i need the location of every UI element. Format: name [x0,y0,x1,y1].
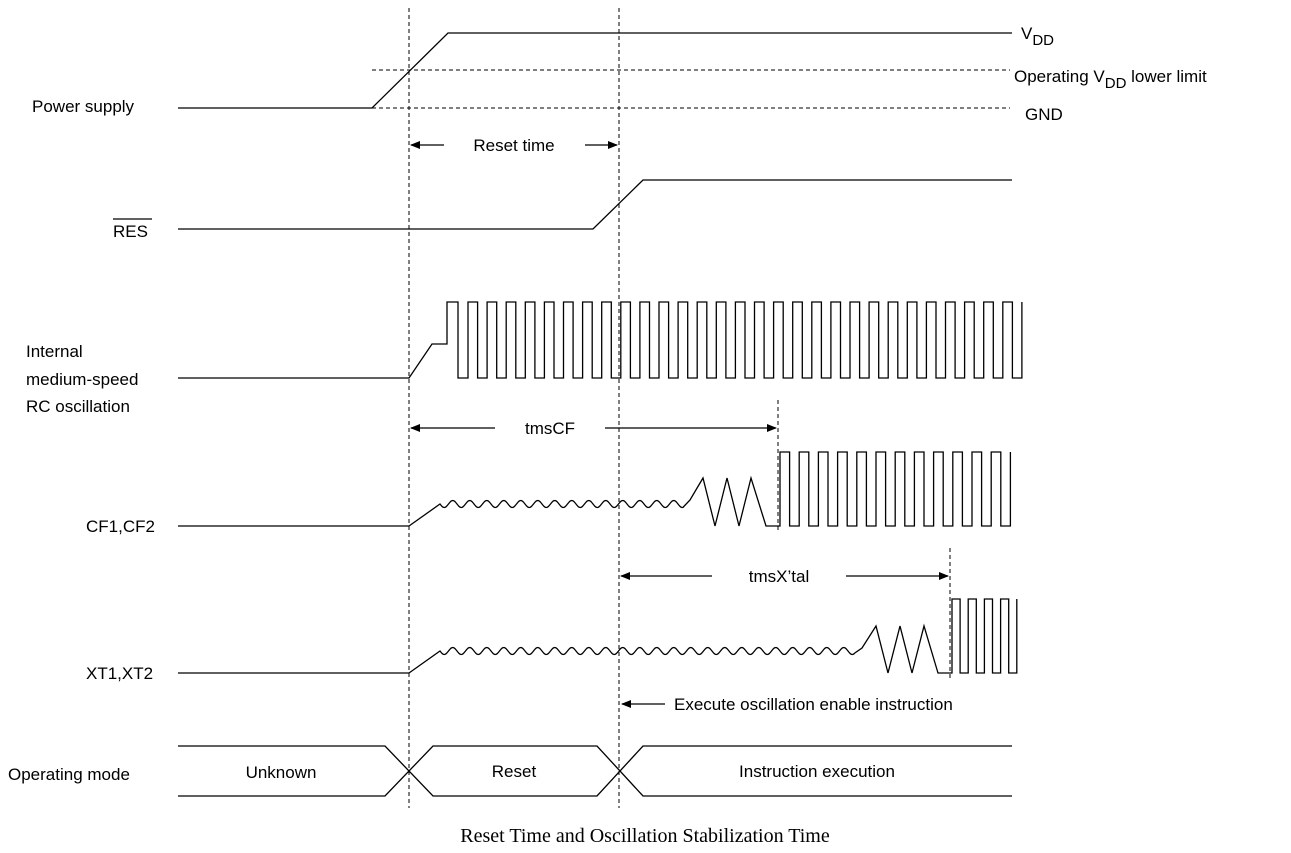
rc-oscillation-waveform [178,301,1023,379]
xt-oscillation-waveform [178,598,1018,674]
mode-unknown: Unknown [246,763,317,782]
tmscf-label: tmsCF [525,419,575,438]
res-waveform [178,179,1012,230]
figure-caption: Reset Time and Oscillation Stabilization… [460,825,830,847]
cf-oscillation-waveform [178,451,1012,527]
gnd-label: GND [1025,105,1063,124]
operating-mode-label: Operating mode [8,765,130,784]
mode-instruction-execution: Instruction execution [739,762,895,781]
oscillation-enable-note: Execute oscillation enable instruction [674,695,953,714]
mode-reset: Reset [492,762,537,781]
res-label: RES [113,222,148,241]
power-supply-waveform [178,32,1012,109]
power-supply-label: Power supply [32,97,135,116]
lower-limit-label: Operating VDD lower limit [1014,67,1207,92]
internal-rc-label: Internal medium-speed RC oscillation [26,342,143,416]
tmsxtal-label: tmsX’tal [749,567,809,586]
operating-mode-bus [178,745,1012,797]
vdd-label: VDD [1021,24,1054,49]
xt-label: XT1,XT2 [86,664,153,683]
reset-time-label: Reset time [473,136,554,155]
cf-label: CF1,CF2 [86,517,155,536]
